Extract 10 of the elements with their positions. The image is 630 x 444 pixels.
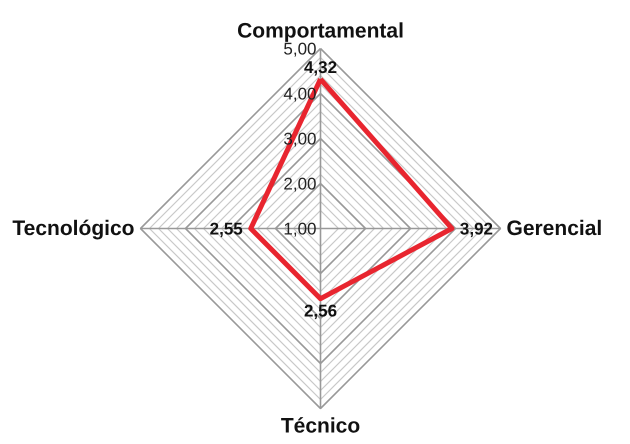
y-tick-label: 1,00 xyxy=(283,220,317,238)
spoke-label: Comportamental xyxy=(237,20,404,42)
y-tick-label: 2,00 xyxy=(283,174,317,194)
data-label: 4,32 xyxy=(304,58,338,78)
spoke-label: Tecnológico xyxy=(12,217,135,240)
data-label: 3,92 xyxy=(460,220,493,238)
data-label: 2,56 xyxy=(304,302,338,321)
spoke-label: Técnico xyxy=(280,414,360,438)
spoke-label: Gerencial xyxy=(506,217,602,240)
data-label: 2,55 xyxy=(210,220,243,238)
